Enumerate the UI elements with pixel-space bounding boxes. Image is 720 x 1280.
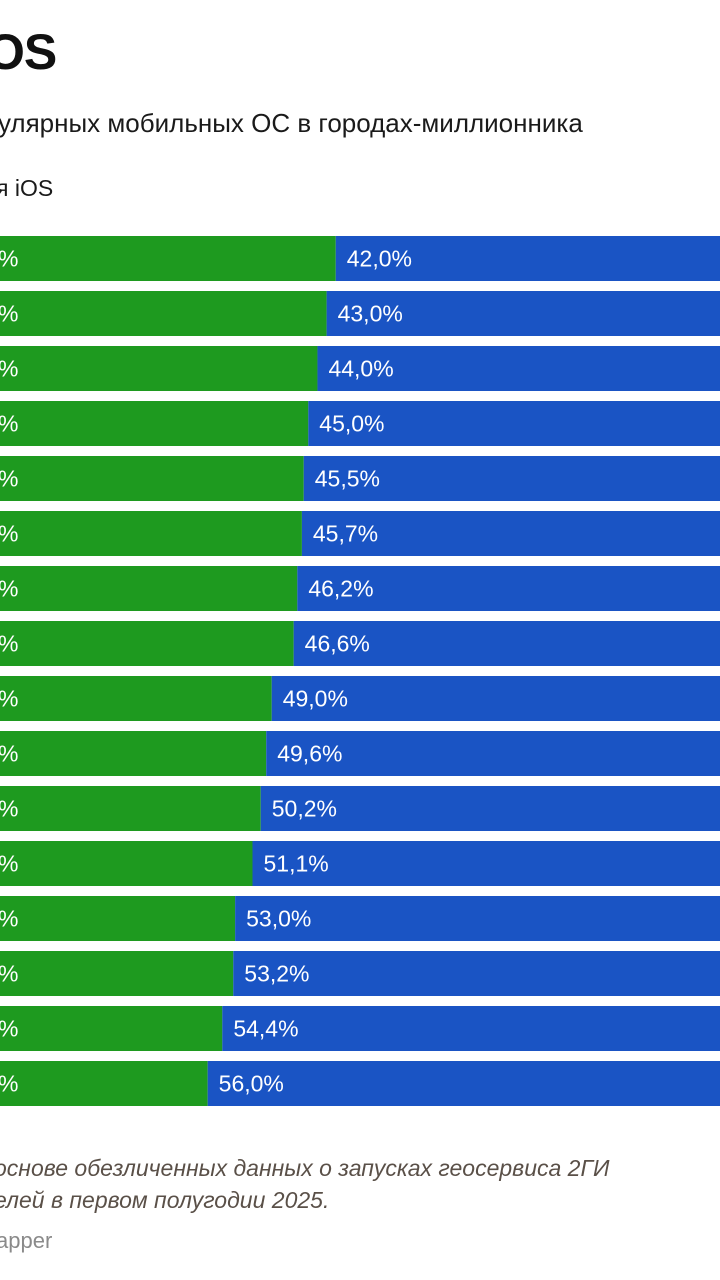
bar-row: % 53,0%	[0, 896, 720, 941]
bar-row: % 49,6%	[0, 731, 720, 776]
bar-label-ios: 53,2%	[244, 961, 309, 987]
bar-row: % 42,0%	[0, 236, 720, 281]
bar-ios	[335, 236, 720, 281]
bar-android	[0, 566, 298, 611]
bar-label-ios: 56,0%	[219, 1071, 284, 1097]
bar-ios	[266, 731, 720, 776]
bar-android	[0, 731, 267, 776]
bar-ios	[252, 841, 720, 886]
bar-label-android: %	[0, 686, 18, 712]
bar-label-ios: 49,0%	[283, 686, 348, 712]
bar-row: % 46,6%	[0, 621, 720, 666]
bar-label-ios: 45,7%	[313, 521, 378, 547]
bar-android	[0, 621, 294, 666]
bar-label-android: %	[0, 1016, 18, 1042]
bar-android	[0, 951, 234, 996]
bar-ios	[260, 786, 720, 831]
bar-label-ios: 44,0%	[328, 356, 393, 382]
bar-row: % 56,0%	[0, 1061, 720, 1106]
bar-label-android: %	[0, 1071, 18, 1097]
bar-android	[0, 676, 272, 721]
bar-label-android: %	[0, 521, 18, 547]
bar-row: % 44,0%	[0, 346, 720, 391]
bar-ios	[303, 456, 720, 501]
legend-ios-label: я iOS	[0, 175, 54, 201]
chart-title: OS	[0, 24, 57, 80]
source-credit: apper	[0, 1228, 53, 1253]
bar-label-android: %	[0, 356, 18, 382]
bar-label-ios: 46,2%	[308, 576, 373, 602]
bar-android	[0, 1006, 223, 1051]
bar-label-android: %	[0, 576, 18, 602]
bar-label-android: %	[0, 796, 18, 822]
bar-row: % 45,5%	[0, 456, 720, 501]
bar-row: % 43,0%	[0, 291, 720, 336]
bar-ios	[317, 346, 720, 391]
bar-row: % 50,2%	[0, 786, 720, 831]
bar-label-ios: 43,0%	[338, 301, 403, 327]
bar-label-ios: 50,2%	[272, 796, 337, 822]
bar-label-ios: 45,0%	[319, 411, 384, 437]
bar-android	[0, 511, 302, 556]
bar-label-ios: 45,5%	[315, 466, 380, 492]
bar-ios	[235, 896, 720, 941]
bar-label-ios: 51,1%	[264, 851, 329, 877]
bar-label-ios: 49,6%	[277, 741, 342, 767]
bar-android	[0, 1061, 208, 1106]
bar-ios	[326, 291, 720, 336]
bar-android	[0, 841, 253, 886]
bar-label-android: %	[0, 906, 18, 932]
bar-ios	[297, 566, 720, 611]
footnote-line-1: основе обезличенных данных о запусках ге…	[0, 1155, 610, 1181]
bar-android	[0, 786, 261, 831]
bar-label-android: %	[0, 246, 18, 272]
bar-android	[0, 291, 327, 336]
bar-android	[0, 896, 236, 941]
bar-row: % 54,4%	[0, 1006, 720, 1051]
bar-ios	[301, 511, 720, 556]
bar-ios	[233, 951, 720, 996]
chart-subtitle: улярных мобильных ОС в городах-миллионни…	[0, 108, 583, 138]
bar-row: % 46,2%	[0, 566, 720, 611]
footnote: основе обезличенных данных о запусках ге…	[0, 1152, 609, 1216]
bar-ios	[308, 401, 720, 446]
bar-label-android: %	[0, 411, 18, 437]
bar-row: % 51,1%	[0, 841, 720, 886]
bar-row: % 45,0%	[0, 401, 720, 446]
bar-label-ios: 46,6%	[305, 631, 370, 657]
bar-android	[0, 401, 309, 446]
bar-label-android: %	[0, 741, 18, 767]
bar-row: % 45,7%	[0, 511, 720, 556]
bar-android	[0, 456, 304, 501]
bar-label-android: %	[0, 301, 18, 327]
bar-android	[0, 236, 336, 281]
bar-label-ios: 42,0%	[347, 246, 412, 272]
bar-row: % 53,2%	[0, 951, 720, 996]
bar-row: % 49,0%	[0, 676, 720, 721]
bar-label-android: %	[0, 961, 18, 987]
bar-ios	[207, 1061, 720, 1106]
bar-label-ios: 53,0%	[246, 906, 311, 932]
bar-ios	[222, 1006, 720, 1051]
bar-label-android: %	[0, 631, 18, 657]
bar-ios	[293, 621, 720, 666]
footnote-line-2: елей в первом полугодии 2025.	[0, 1187, 330, 1213]
bar-android	[0, 346, 318, 391]
bar-label-ios: 54,4%	[233, 1016, 298, 1042]
bar-ios	[271, 676, 720, 721]
bar-label-android: %	[0, 851, 18, 877]
bar-label-android: %	[0, 466, 18, 492]
